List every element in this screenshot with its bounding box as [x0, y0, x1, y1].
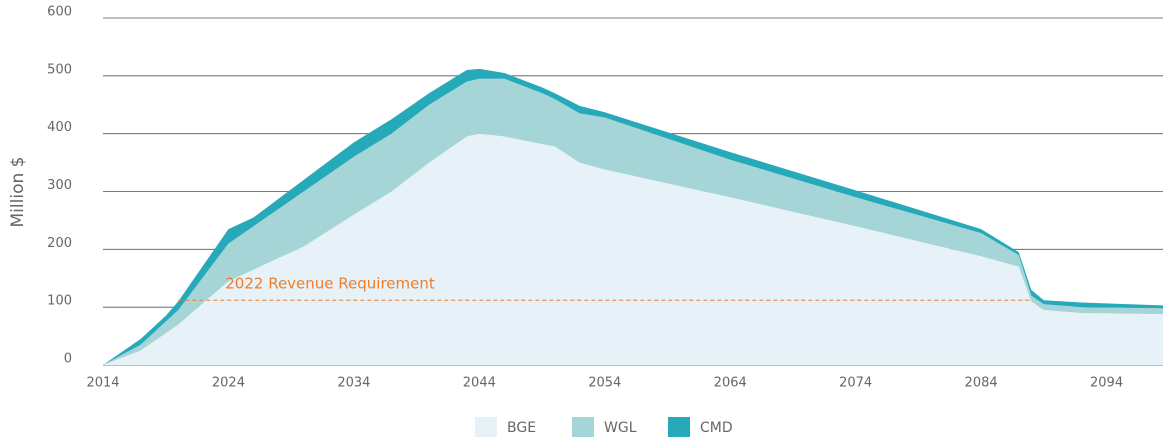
legend-label: WGL	[604, 420, 637, 436]
y-tick-label: 400	[47, 120, 72, 135]
y-tick-label: 200	[47, 236, 72, 251]
x-tick-label: 2064	[714, 376, 747, 391]
area	[103, 78, 1163, 365]
x-tick-label: 2054	[588, 376, 621, 391]
y-tick-label: 300	[47, 178, 72, 193]
x-tick-label: 2074	[839, 376, 872, 391]
legend-label: CMD	[700, 420, 733, 436]
area	[103, 133, 1163, 365]
x-tick-label: 2044	[463, 376, 496, 391]
legend-swatch	[668, 417, 690, 437]
x-tick-label: 2034	[337, 376, 370, 391]
y-tick-label: 0	[64, 352, 72, 367]
x-tick-label: 2024	[212, 376, 245, 391]
y-tick-label: 600	[47, 5, 72, 20]
x-tick-label: 2094	[1090, 376, 1123, 391]
x-tick-label: 2084	[965, 376, 998, 391]
legend-swatch	[572, 417, 594, 437]
y-tick-label: 100	[47, 294, 72, 309]
area	[103, 68, 1163, 365]
y-axis-label: Million $	[8, 157, 28, 228]
legend-swatch	[475, 417, 497, 437]
x-tick-label: 2014	[86, 376, 119, 391]
y-tick-label: 500	[47, 62, 72, 77]
legend-label: BGE	[507, 420, 536, 436]
annotation: 2022 Revenue Requirement	[225, 275, 435, 293]
